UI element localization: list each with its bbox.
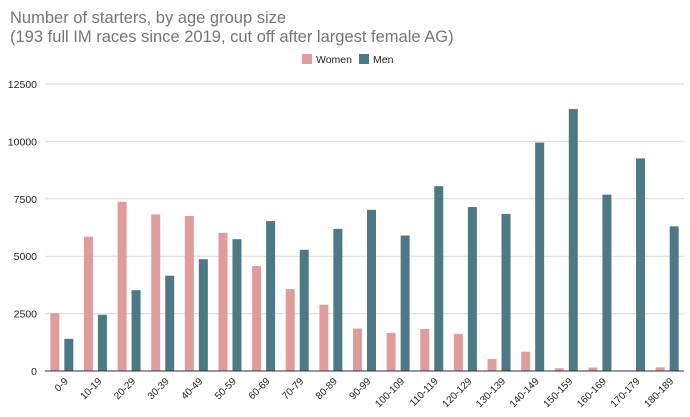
- bar-women-130-139: [487, 359, 497, 371]
- bar-men-90-99: [367, 209, 376, 371]
- bar-men-180-189: [669, 226, 679, 371]
- y-tick-label: 12500: [8, 79, 37, 91]
- bar-men-130-139: [501, 213, 511, 371]
- y-tick-label: 10000: [8, 136, 37, 148]
- x-tick-label: 80-89: [314, 376, 340, 402]
- bar-women-120-129: [453, 333, 463, 371]
- bar-women-80-89: [319, 304, 329, 371]
- bar-women-90-99: [353, 328, 362, 371]
- y-tick-label: 0: [31, 366, 37, 378]
- x-tick-label: 40-49: [179, 376, 205, 402]
- bar-women-110-119: [420, 328, 430, 371]
- bar-women-10-19: [83, 236, 93, 371]
- x-tick-label: 150-159: [542, 376, 576, 410]
- bar-men-140-149: [535, 142, 545, 371]
- x-tick-label: 170-179: [609, 376, 643, 410]
- x-tick-label: 110-119: [408, 376, 441, 409]
- y-axis: 0 2500 5000 7500 10000 12500: [8, 79, 37, 378]
- bar-women-60-69: [252, 266, 262, 371]
- legend-swatch-women: [302, 54, 312, 64]
- x-tick-label: 100-109: [373, 376, 407, 410]
- y-tick-label: 7500: [14, 194, 38, 206]
- x-tick-label: 0-9: [53, 376, 71, 394]
- x-tick-label: 70-79: [280, 376, 306, 402]
- x-tick-label: 90-99: [348, 376, 374, 402]
- x-tick-label: 60-69: [247, 376, 273, 402]
- x-tick-label: 130-139: [474, 376, 508, 410]
- bar-women-140-149: [521, 351, 531, 371]
- bar-women-160-169: [588, 367, 598, 371]
- x-axis: 0-9 10-19 20-29 30-39 40-49 50-59 60-69 70-79 80…: [53, 376, 677, 410]
- bar-men-170-179: [636, 158, 646, 371]
- legend-swatch-men: [359, 54, 369, 64]
- legend: Women Men: [302, 54, 394, 66]
- bar-women-150-159: [554, 368, 564, 371]
- bar-men-20-29: [131, 290, 141, 371]
- bars: [50, 109, 679, 371]
- bar-men-50-59: [232, 239, 242, 371]
- bar-men-30-39: [165, 275, 175, 371]
- bar-men-160-169: [602, 194, 612, 371]
- bar-men-0-9: [64, 338, 74, 371]
- bar-women-70-79: [285, 289, 295, 371]
- bar-men-70-79: [299, 249, 309, 371]
- x-tick-label: 50-59: [213, 376, 239, 402]
- chart-title: Number of starters, by age group size: [10, 9, 286, 27]
- bar-women-0-9: [50, 313, 60, 371]
- x-tick-label: 10-19: [79, 376, 105, 402]
- chart-subtitle: (193 full IM races since 2019, cut off a…: [10, 28, 454, 46]
- y-tick-label: 5000: [14, 251, 38, 263]
- bar-men-80-89: [333, 228, 343, 371]
- x-tick-label: 140-149: [508, 376, 542, 410]
- bar-men-100-109: [400, 235, 410, 371]
- bar-men-110-119: [434, 186, 444, 371]
- bar-women-30-39: [151, 214, 161, 371]
- legend-label-women: Women: [316, 54, 352, 66]
- bar-men-10-19: [97, 314, 107, 371]
- bar-men-150-159: [568, 109, 578, 371]
- y-tick-label: 2500: [14, 309, 38, 321]
- bar-women-40-49: [184, 216, 194, 371]
- bar-women-180-189: [655, 367, 665, 371]
- x-tick-label: 160-169: [575, 376, 609, 410]
- x-tick-label: 30-39: [146, 376, 172, 402]
- bar-men-120-129: [467, 207, 477, 371]
- bar-women-20-29: [117, 201, 127, 371]
- gridlines: [45, 83, 684, 315]
- x-tick-label: 20-29: [112, 376, 138, 402]
- bar-women-50-59: [218, 232, 228, 371]
- bar-men-40-49: [198, 259, 208, 371]
- x-tick-label: 180-189: [642, 376, 676, 410]
- bar-women-100-109: [386, 332, 396, 371]
- bar-men-60-69: [266, 221, 276, 371]
- x-tick-label: 120-129: [441, 376, 475, 410]
- legend-label-men: Men: [373, 54, 394, 66]
